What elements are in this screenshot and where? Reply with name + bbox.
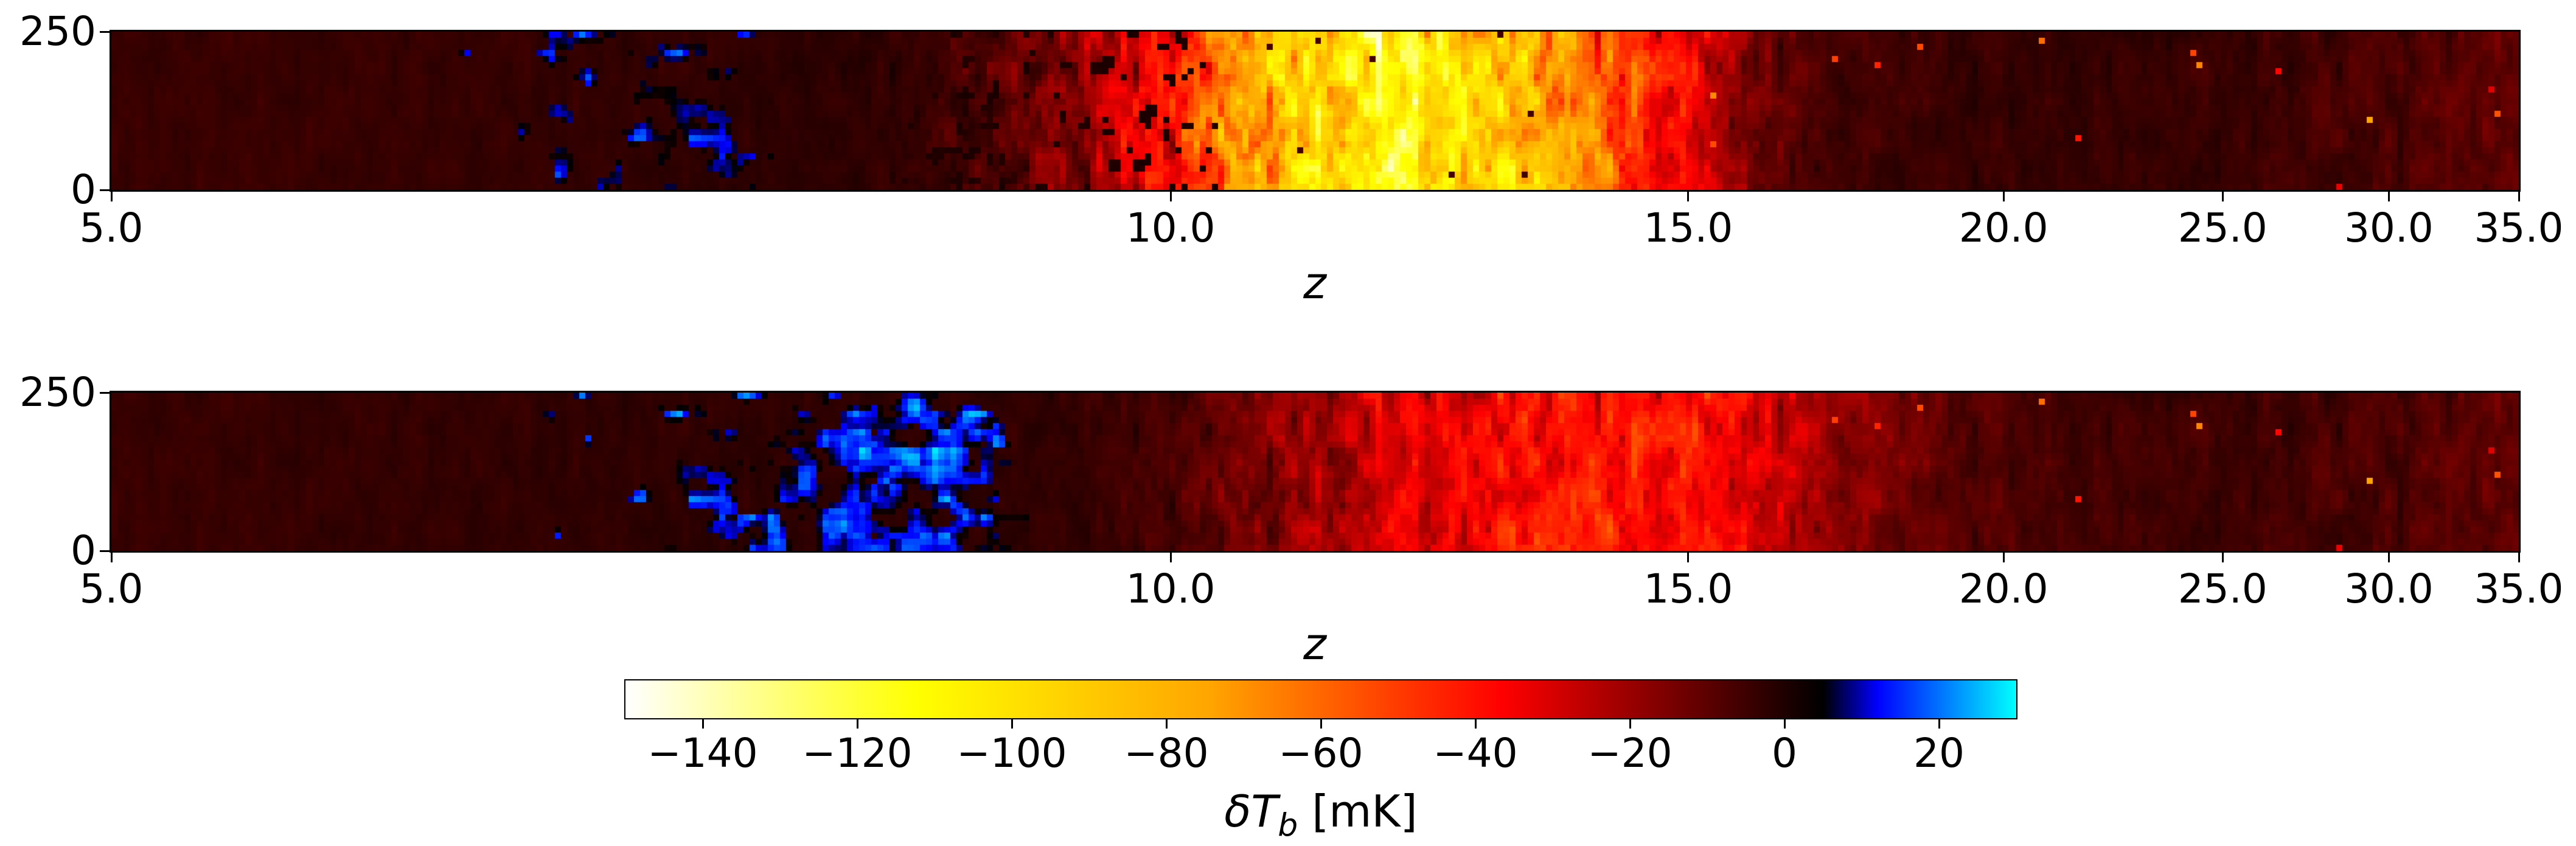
colorbar-tick-label: −120 [802,730,913,777]
x-tick-mark [2387,192,2390,201]
colorbar-tick-label: −40 [1433,730,1518,777]
colorbar-label-subscript: b [1278,807,1298,844]
x-tick-label: 25.0 [2177,205,2268,251]
x-tick-mark [110,192,113,201]
y-tick-mark [100,550,110,552]
colorbar-label-symbol: δT [1224,786,1278,837]
x-tick-mark [2221,553,2224,562]
colorbar-tick-mark [1629,719,1631,729]
colorbar-tick-label: 0 [1772,730,1797,777]
x-tick-mark [2518,192,2520,201]
x-tick-mark [2002,192,2005,201]
colorbar-label: δTb [mK] [1077,789,1564,841]
x-tick-label: 5.0 [79,205,144,251]
lightcone-image-top [111,32,2519,190]
colorbar-tick-label: −20 [1587,730,1673,777]
colorbar-tick-mark [1783,719,1786,729]
x-tick-label: 30.0 [2344,565,2434,612]
x-tick-label: 5.0 [79,565,144,612]
y-tick-label: 250 [19,8,96,55]
x-tick-mark [1169,192,1172,201]
colorbar-tick-label: −80 [1124,730,1209,777]
x-tick-label: 20.0 [1958,565,2049,612]
x-tick-label: 10.0 [1126,205,1216,251]
y-tick-mark [100,189,110,191]
colorbar-tick-label: −100 [956,730,1067,777]
y-tick-label: 250 [19,369,96,416]
y-tick-mark [100,391,110,394]
lightcone-image-bottom [111,393,2519,551]
colorbar-tick-mark [1011,719,1013,729]
colorbar-label-unit: [mK] [1298,786,1418,837]
lightcone-panel-bottom [110,391,2521,553]
colorbar-tick-mark [701,719,704,729]
y-tick-label: 0 [71,166,96,213]
x-tick-mark [1687,553,1690,562]
x-tick-label: 15.0 [1643,205,1733,251]
colorbar-tick-label: −60 [1278,730,1363,777]
x-tick-mark [2387,553,2390,562]
x-tick-label: 35.0 [2474,205,2564,251]
x-tick-label: 25.0 [2177,565,2268,612]
x-axis-label-bottom: z [1303,618,1326,669]
y-tick-label: 0 [71,527,96,574]
x-tick-label: 10.0 [1126,565,1216,612]
x-tick-mark [2518,553,2520,562]
x-tick-mark [110,553,113,562]
x-tick-label: 30.0 [2344,205,2434,251]
colorbar-tick-mark [1165,719,1168,729]
colorbar-tick-mark [1320,719,1322,729]
x-tick-mark [1169,553,1172,562]
colorbar-tick-label: 20 [1913,730,1965,777]
x-tick-label: 20.0 [1958,205,2049,251]
y-tick-mark [100,30,110,33]
x-tick-mark [2221,192,2224,201]
colorbar-tick-label: −140 [647,730,758,777]
x-axis-label-top: z [1303,257,1326,309]
colorbar-tick-mark [1474,719,1477,729]
x-tick-label: 15.0 [1643,565,1733,612]
colorbar-tick-mark [1938,719,1940,729]
x-tick-mark [2002,553,2005,562]
lightcone-panel-top [110,30,2521,192]
colorbar-gradient [624,679,2017,719]
colorbar-tick-mark [856,719,858,729]
x-tick-label: 35.0 [2474,565,2564,612]
x-tick-mark [1687,192,1690,201]
